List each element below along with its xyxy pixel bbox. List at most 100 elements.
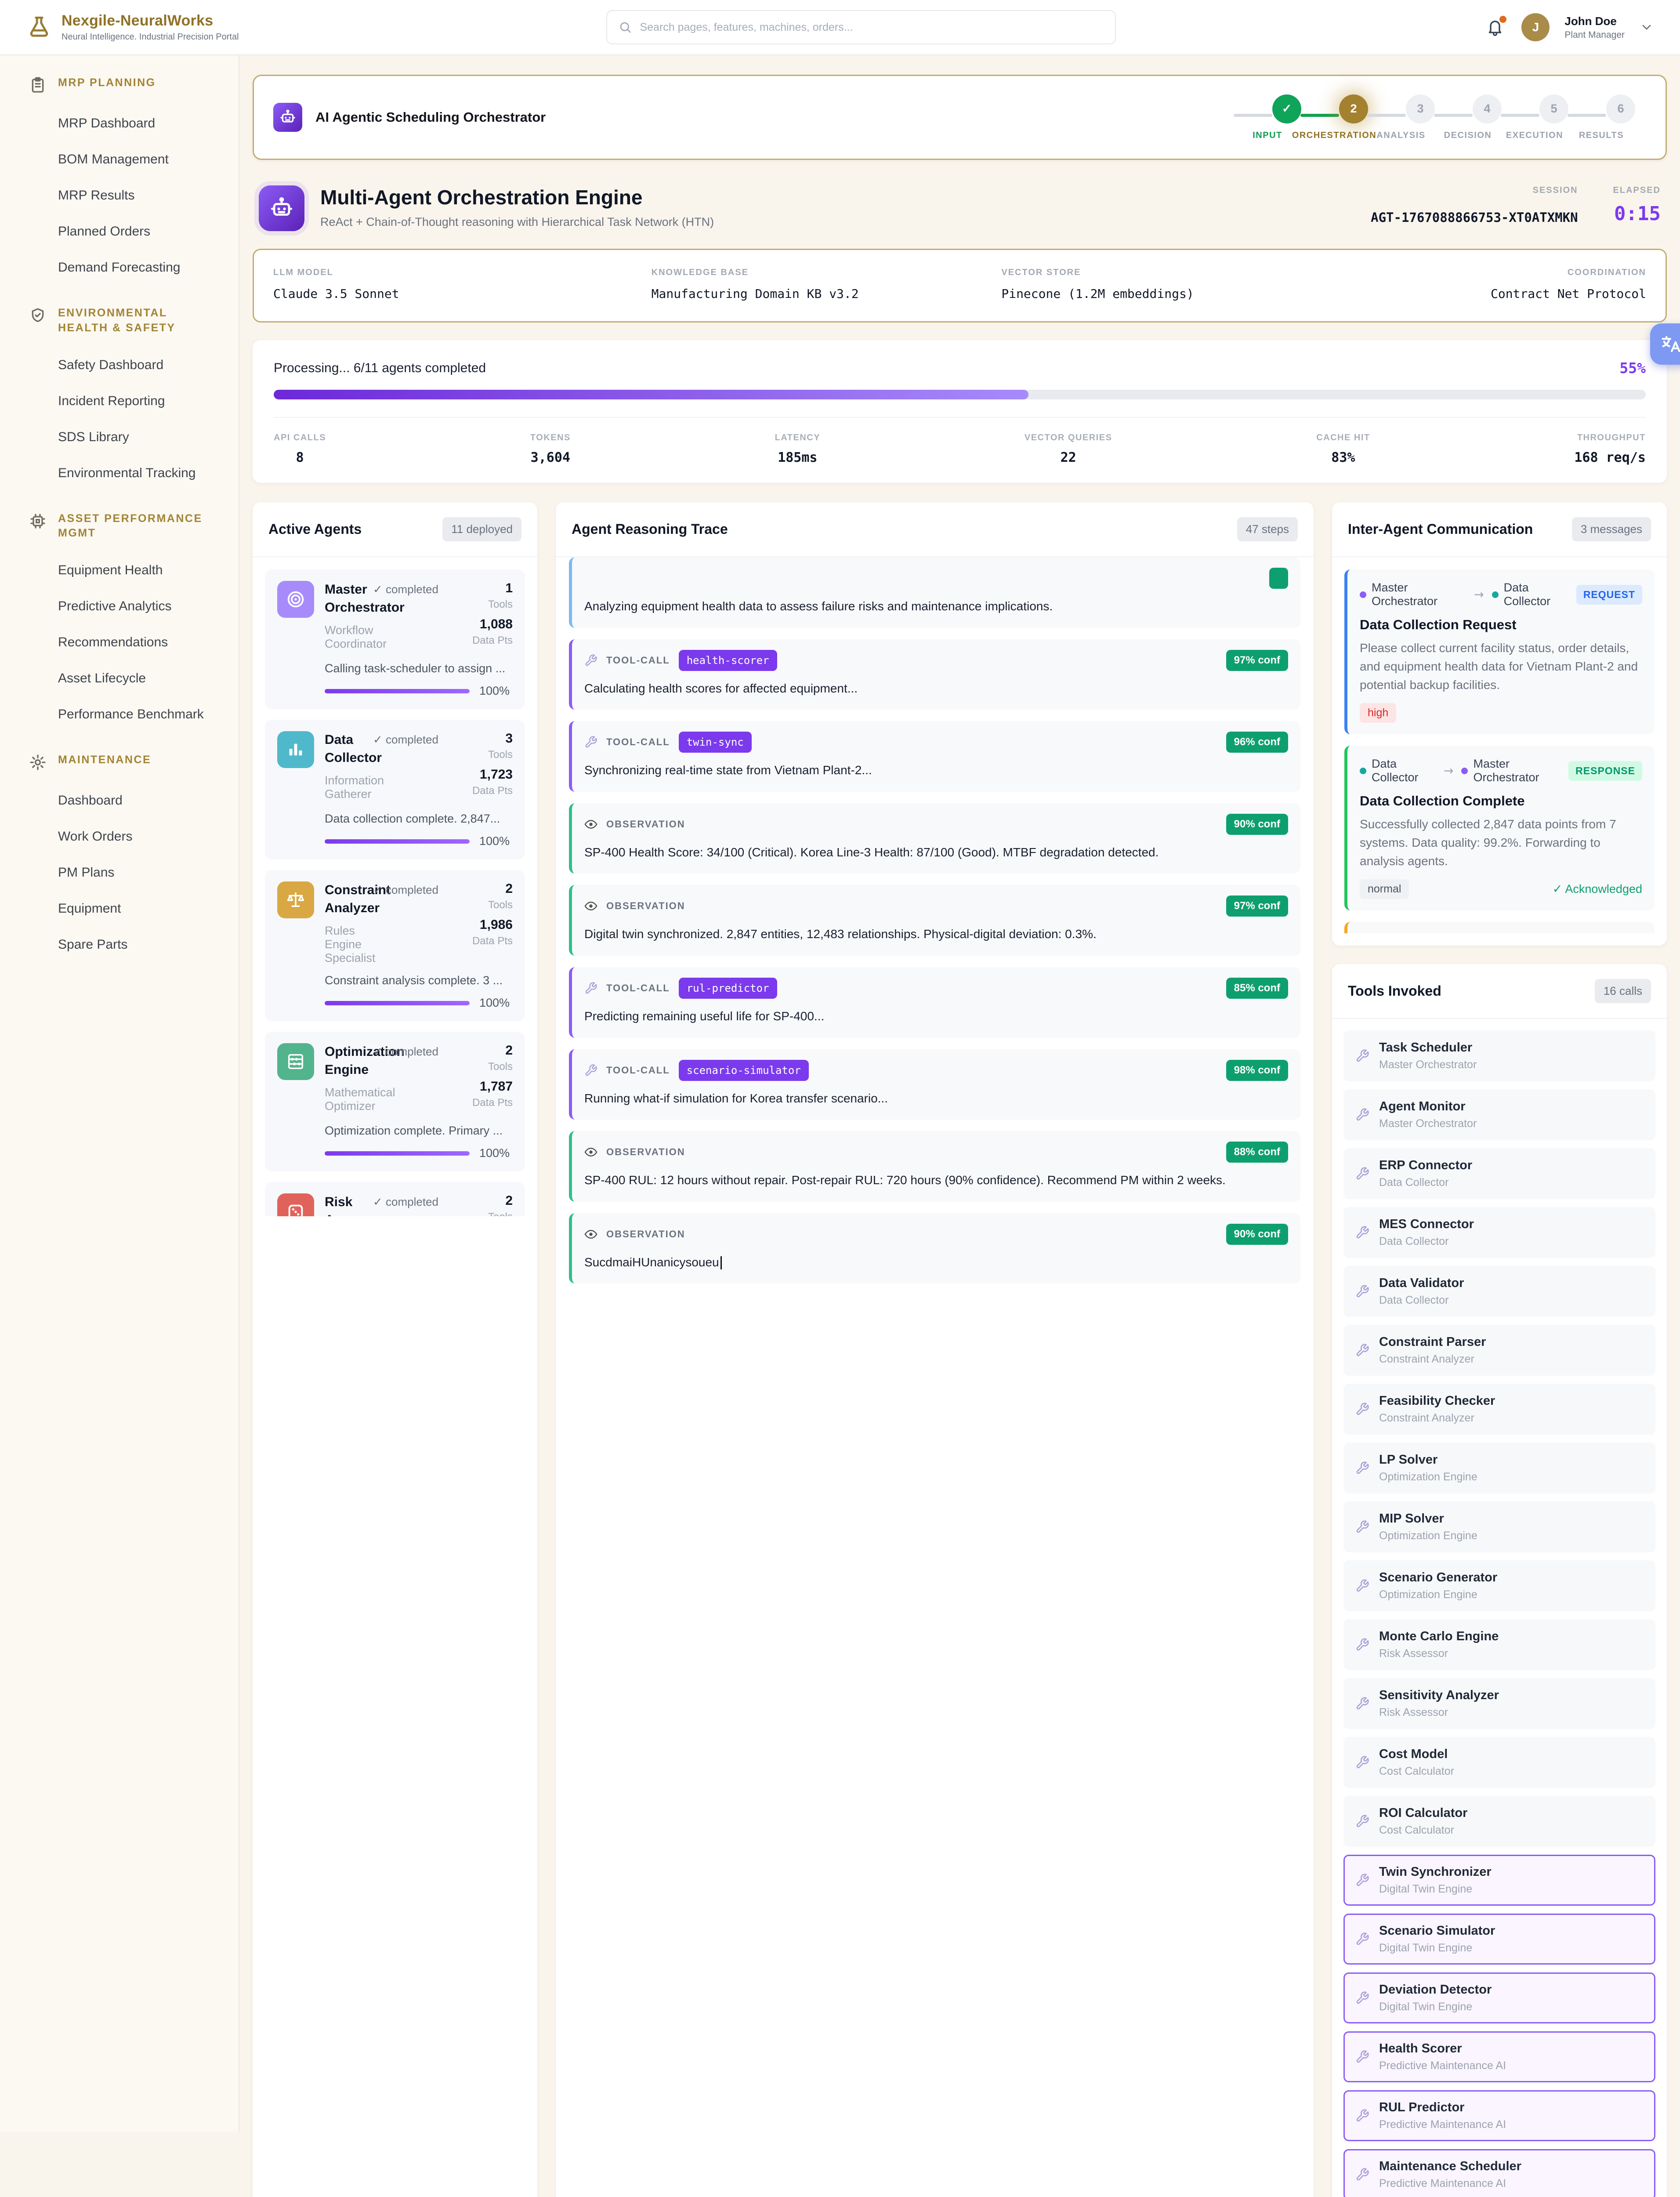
tool-agent: Master Orchestrator <box>1379 1117 1477 1130</box>
agent-card[interactable]: Master Orchestrator Workflow Coordinator… <box>265 569 525 709</box>
sidebar-item[interactable]: MRP Results <box>58 188 135 203</box>
sidebar-item[interactable]: Work Orders <box>58 829 133 844</box>
agent-datapts-label: Data Pts <box>472 935 513 947</box>
user-name: John Doe <box>1564 14 1617 28</box>
sidebar-item[interactable]: Equipment <box>58 901 121 916</box>
sidebar-item[interactable]: MRP Dashboard <box>58 116 156 131</box>
tool-row: Twin Synchronizer Digital Twin Engine <box>1343 1855 1655 1906</box>
agent-status-text: Data collection complete. 2,847... <box>325 812 500 825</box>
trace-kind-icon <box>584 899 597 913</box>
wrench-icon <box>1355 1225 1369 1240</box>
search-icon <box>619 21 632 34</box>
trace-list[interactable]: Analyzing equipment health data to asses… <box>556 557 1314 2197</box>
trace-type-label: OBSERVATION <box>606 1146 685 1158</box>
chevron-down-icon[interactable] <box>1640 20 1654 34</box>
translate-button[interactable] <box>1650 323 1680 365</box>
tool-name: Scenario Simulator <box>1379 1924 1495 1938</box>
tool-name: Cost Model <box>1379 1747 1448 1761</box>
avatar[interactable]: J <box>1521 13 1550 41</box>
wizard-step: 2 ORCHESTRATION <box>1292 94 1376 141</box>
section-label: MAINTENANCE <box>58 754 152 766</box>
tool-name-pill: scenario-simulator <box>678 1059 809 1081</box>
agent-card[interactable]: Constraint Analyzer Rules Engine Special… <box>265 870 525 1021</box>
agent-progress-bar <box>325 1151 470 1156</box>
metric: API CALLS 8 <box>274 433 326 465</box>
message-from: Data Collector <box>1372 757 1419 784</box>
agent-tools-count: 1 <box>505 581 513 595</box>
agent-card[interactable]: Data Collector Information Gatherer ✓ co… <box>265 720 525 859</box>
communication-panel: Inter-Agent Communication 3 messages Mas… <box>1332 502 1667 946</box>
agents-list[interactable]: Master Orchestrator Workflow Coordinator… <box>253 557 537 1216</box>
trace-text: Running what-if simulation for Korea tra… <box>584 1091 888 1105</box>
wrench-icon <box>1355 1638 1369 1652</box>
step-label: DECISION <box>1444 130 1492 140</box>
step-connector <box>1501 114 1539 117</box>
priority-pill: high <box>1360 703 1397 723</box>
tools-title: Tools Invoked <box>1348 983 1441 999</box>
agent-card[interactable]: Optimization Engine Mathematical Optimiz… <box>265 1032 525 1171</box>
sidebar-item[interactable]: Predictive Analytics <box>58 599 172 613</box>
metric-value: 22 <box>1060 450 1076 465</box>
engine-robot-icon <box>259 185 304 231</box>
sidebar-item[interactable]: Planned Orders <box>58 224 151 239</box>
sidebar-item[interactable]: Performance Benchmark <box>58 707 204 721</box>
trace-kind-icon <box>584 818 597 831</box>
confidence-badge: 90% conf <box>1226 813 1288 835</box>
sidebar-item[interactable]: PM Plans <box>58 865 115 880</box>
config-value: Manufacturing Domain KB v3.2 <box>651 286 859 301</box>
trace-type-label: OBSERVATION <box>606 1228 685 1240</box>
tool-agent: Data Collector <box>1379 1176 1449 1189</box>
sidebar-item[interactable]: Equipment Health <box>58 563 163 577</box>
metric-value: 168 req/s <box>1574 450 1646 465</box>
message-card-partial <box>1344 922 1655 933</box>
metric-label: THROUGHPUT <box>1577 433 1646 442</box>
sidebar-item[interactable]: Environmental Tracking <box>58 465 196 480</box>
agent-dot <box>1492 591 1499 598</box>
tool-agent: Constraint Analyzer <box>1379 1353 1474 1365</box>
tool-name: Constraint Parser <box>1379 1335 1486 1349</box>
step-label: RESULTS <box>1579 130 1624 140</box>
sidebar-item[interactable]: Recommendations <box>58 635 168 649</box>
tool-row: Sensitivity Analyzer Risk Assessor <box>1343 1678 1655 1729</box>
step-label: EXECUTION <box>1506 130 1564 140</box>
tool-name-pill: health-scorer <box>678 649 777 671</box>
metric-value: 83% <box>1331 450 1355 465</box>
sidebar-item[interactable]: Demand Forecasting <box>58 260 181 275</box>
wrench-icon <box>1355 1873 1369 1887</box>
agent-tools-count: 2 <box>505 881 513 896</box>
sidebar-item[interactable]: Spare Parts <box>58 937 128 952</box>
search-input[interactable] <box>640 21 1104 34</box>
step-circle: 4 <box>1473 94 1502 123</box>
agent-icon <box>277 731 314 768</box>
tool-name: RUL Predictor <box>1379 2100 1465 2114</box>
tools-list: Task Scheduler Master Orchestrator Agent… <box>1332 1019 1667 2197</box>
trace-kind-icon <box>584 1146 597 1159</box>
user-info[interactable]: John Doe Plant Manager <box>1564 15 1625 40</box>
wizard-step: 3 ANALYSIS <box>1367 94 1435 141</box>
sidebar-section-ehs: ENVIRONMENTAL HEALTH & SAFETY Safety Das… <box>0 306 239 491</box>
user-role: Plant Manager <box>1564 29 1625 40</box>
sidebar-item[interactable]: Dashboard <box>58 793 123 808</box>
sidebar-item[interactable]: SDS Library <box>58 429 129 444</box>
trace-type-label: TOOL-CALL <box>606 1064 670 1076</box>
sidebar-item[interactable]: Asset Lifecycle <box>58 671 146 685</box>
global-search[interactable] <box>606 10 1116 44</box>
agent-progress-percent: 100% <box>479 1146 510 1160</box>
agent-datapts-label: Data Pts <box>472 785 513 797</box>
sidebar-item[interactable]: Safety Dashboard <box>58 357 164 372</box>
agent-card[interactable]: Risk Assessor Risk Analysis Expert ✓ com… <box>265 1182 525 1216</box>
tool-name: Agent Monitor <box>1379 1099 1466 1113</box>
tool-row: Deviation Detector Digital Twin Engine <box>1343 1972 1655 2023</box>
message-body: Successfully collected 2,847 data points… <box>1360 817 1616 868</box>
step-connector <box>1568 114 1606 117</box>
tool-row: ROI Calculator Cost Calculator <box>1343 1796 1655 1847</box>
acknowledged-label: ✓ Acknowledged <box>1552 882 1642 895</box>
tool-agent: Predictive Maintenance AI <box>1379 2118 1506 2131</box>
agent-tools-label: Tools <box>488 749 513 761</box>
agent-tools-count: 2 <box>505 1193 513 1208</box>
notifications-button[interactable] <box>1484 16 1507 39</box>
arrow-icon: → <box>1474 587 1484 602</box>
sidebar-item[interactable]: Incident Reporting <box>58 393 165 408</box>
app-logo[interactable]: Nexgile-NeuralWorks Neural Intelligence.… <box>26 12 239 42</box>
sidebar-item[interactable]: BOM Management <box>58 152 169 167</box>
